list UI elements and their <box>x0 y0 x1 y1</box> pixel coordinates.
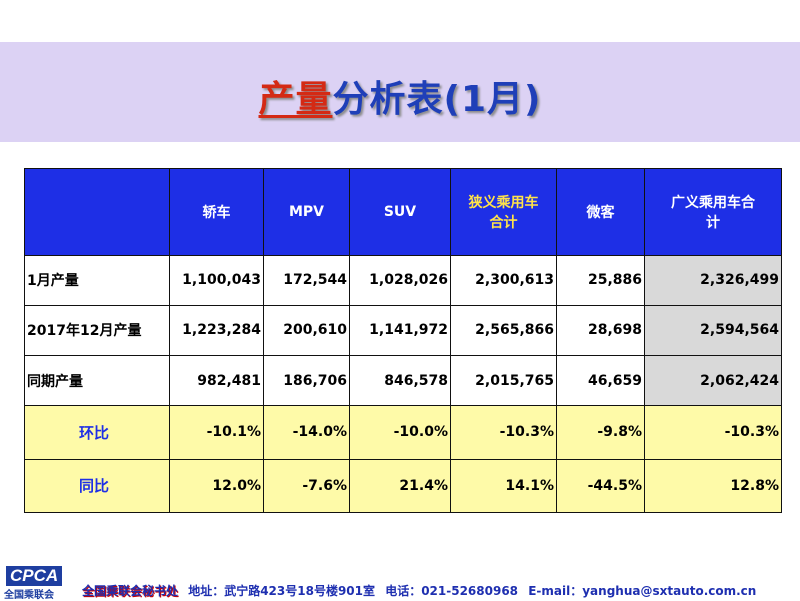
table-cell: 2,015,765 <box>451 356 557 406</box>
table-cell: 2,594,564 <box>645 305 782 355</box>
header-cell-mpv: MPV <box>264 169 350 256</box>
footer-address: 地址：武宁路423号18号楼901室 <box>188 584 375 598</box>
table-row: 环比 -10.1% -14.0% -10.0% -10.3% -9.8% -10… <box>25 406 782 459</box>
table-row: 1月产量 1,100,043 172,544 1,028,026 2,300,6… <box>25 255 782 305</box>
table-cell: 2,565,866 <box>451 305 557 355</box>
page-title-highlight: 产量 <box>259 79 333 120</box>
table-cell: 1,100,043 <box>170 255 264 305</box>
table-cell: 28,698 <box>557 305 645 355</box>
table-cell: 982,481 <box>170 356 264 406</box>
header-cell-narrow-total: 狭义乘用车 合计 <box>451 169 557 256</box>
table-cell: 186,706 <box>264 356 350 406</box>
page-title: 产量分析表(1月) <box>0 70 800 122</box>
table-cell: -10.3% <box>451 406 557 459</box>
page-title-rest: 分析表(1月) <box>333 79 542 120</box>
header-cell-micro: 微客 <box>557 169 645 256</box>
table-cell: 12.8% <box>645 459 782 512</box>
table-cell: 25,886 <box>557 255 645 305</box>
table-header-row: 轿车 MPV SUV 狭义乘用车 合计 微客 广义乘用车合 计 <box>25 169 782 256</box>
table-cell: -44.5% <box>557 459 645 512</box>
table-cell: 2,300,613 <box>451 255 557 305</box>
row-label: 2017年12月产量 <box>25 305 170 355</box>
table-cell: 46,659 <box>557 356 645 406</box>
table-cell: -10.3% <box>645 406 782 459</box>
table-cell: 1,028,026 <box>350 255 451 305</box>
table-cell: 2,062,424 <box>645 356 782 406</box>
table-cell: 1,223,284 <box>170 305 264 355</box>
table-row: 同比 12.0% -7.6% 21.4% 14.1% -44.5% 12.8% <box>25 459 782 512</box>
table-cell: -10.0% <box>350 406 451 459</box>
table-cell: 200,610 <box>264 305 350 355</box>
table-cell: 14.1% <box>451 459 557 512</box>
table-cell: 172,544 <box>264 255 350 305</box>
row-label: 同比 <box>25 459 170 512</box>
table-cell: -9.8% <box>557 406 645 459</box>
table-cell: 2,326,499 <box>645 255 782 305</box>
table-cell: 21.4% <box>350 459 451 512</box>
footer: CPCA 全国乘联会 全国乘联会秘书处 地址：武宁路423号18号楼901室 电… <box>0 556 800 600</box>
table-cell: 1,141,972 <box>350 305 451 355</box>
cpca-logo: CPCA 全国乘联会 <box>2 562 72 598</box>
table-cell: 846,578 <box>350 356 451 406</box>
logo-text: CPCA <box>6 566 62 586</box>
footer-org: 全国乘联会秘书处 <box>82 584 178 598</box>
table-row: 同期产量 982,481 186,706 846,578 2,015,765 4… <box>25 356 782 406</box>
row-label: 同期产量 <box>25 356 170 406</box>
table-cell: 12.0% <box>170 459 264 512</box>
header-cell-blank <box>25 169 170 256</box>
table-cell: -10.1% <box>170 406 264 459</box>
table-cell: -7.6% <box>264 459 350 512</box>
header-cell-sedan: 轿车 <box>170 169 264 256</box>
table-row: 2017年12月产量 1,223,284 200,610 1,141,972 2… <box>25 305 782 355</box>
header-cell-suv: SUV <box>350 169 451 256</box>
row-label: 环比 <box>25 406 170 459</box>
table-cell: -14.0% <box>264 406 350 459</box>
production-table: 轿车 MPV SUV 狭义乘用车 合计 微客 广义乘用车合 计 1月产量 1,1… <box>24 168 782 513</box>
footer-phone: 电话：021-52680968 <box>385 584 518 598</box>
header-cell-broad-total: 广义乘用车合 计 <box>645 169 782 256</box>
footer-email: E-mail：yanghua@sxtauto.com.cn <box>528 584 756 598</box>
contact-line: 全国乘联会秘书处 地址：武宁路423号18号楼901室 电话：021-52680… <box>82 582 762 599</box>
row-label: 1月产量 <box>25 255 170 305</box>
logo-subtitle: 全国乘联会 <box>4 586 54 601</box>
